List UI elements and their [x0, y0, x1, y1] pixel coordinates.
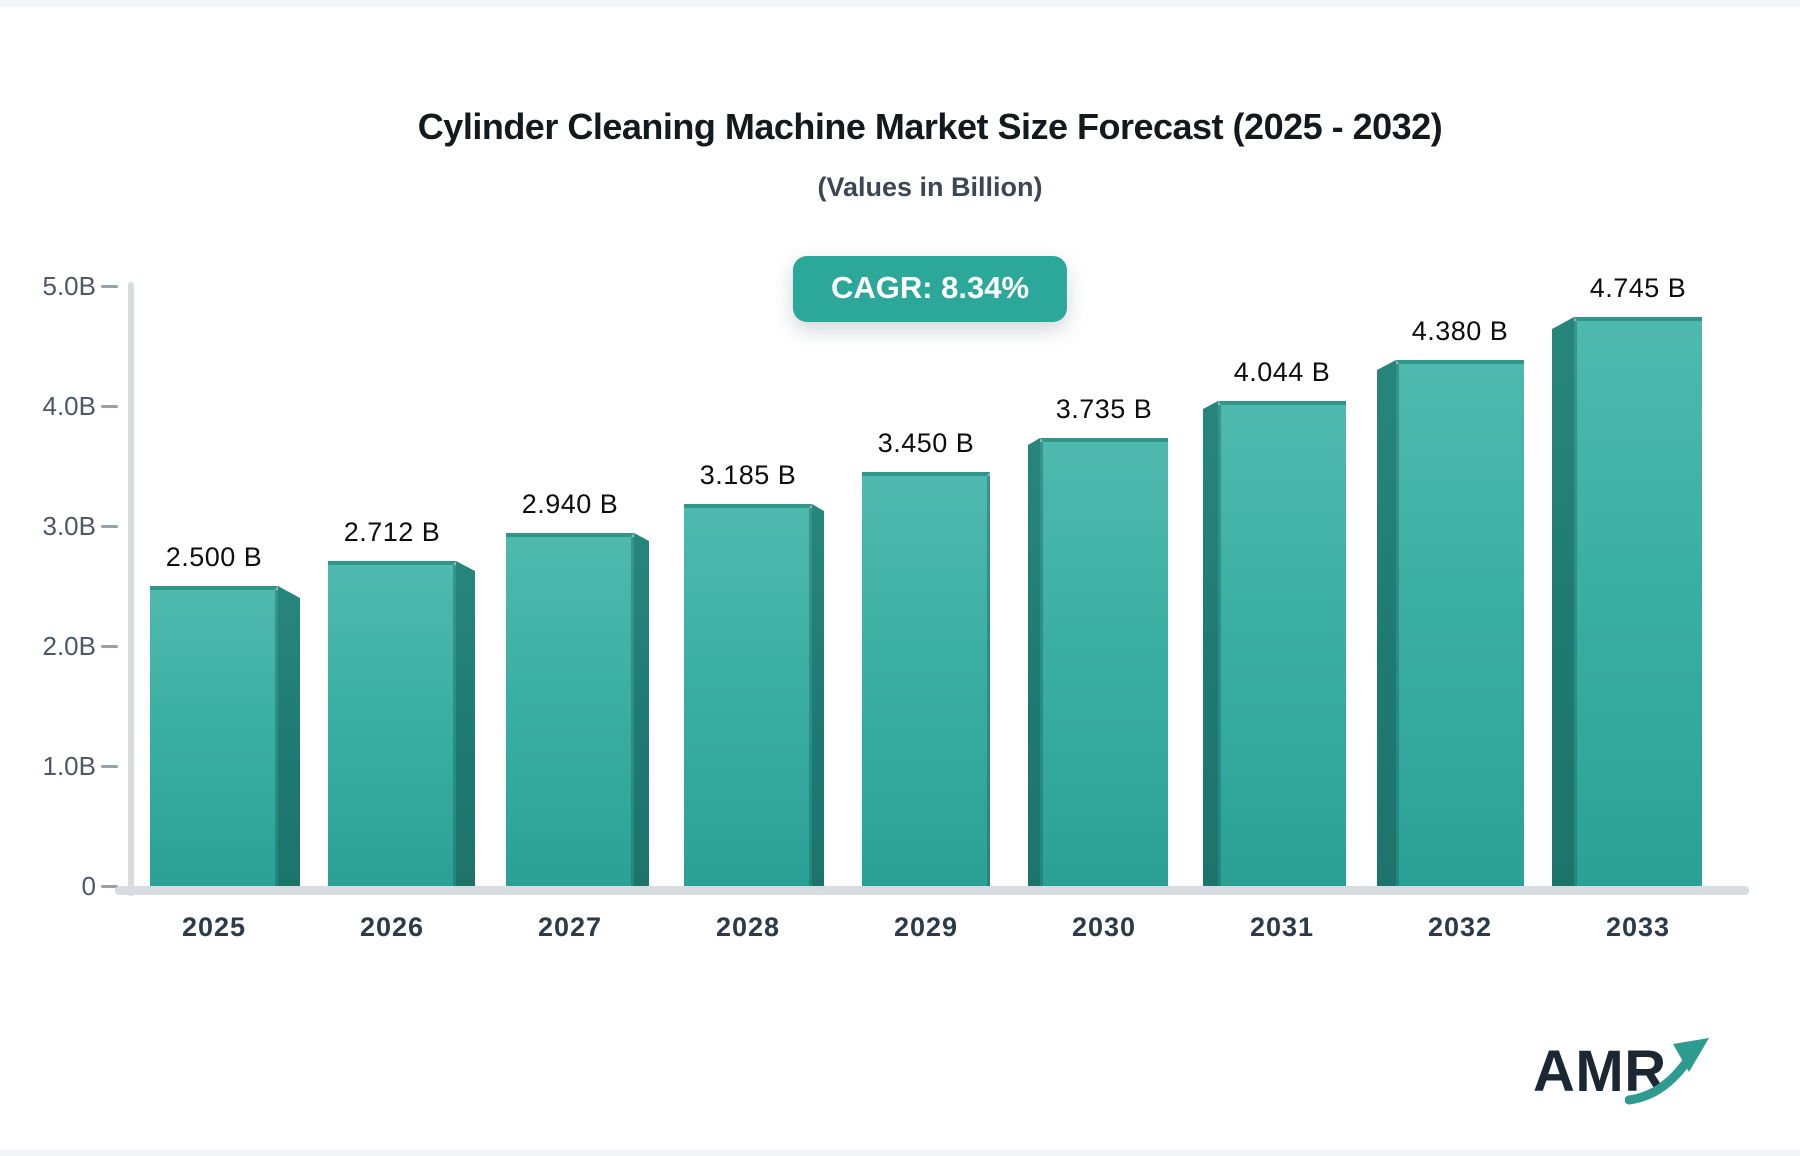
amr-logo: AMR [1533, 1038, 1709, 1105]
bar-side-2026 [456, 561, 475, 886]
chart-subtitle: (Values in Billion) [817, 172, 1043, 202]
bar-side-2025 [278, 586, 300, 886]
bar-value-label-2027: 2.940 B [521, 489, 619, 519]
y-tick-label-5.0B: 5.0B [42, 271, 97, 301]
y-tick-label-3.0B: 3.0B [42, 511, 97, 541]
y-tick-mark [101, 645, 118, 648]
bar-value-label-2026: 2.712 B [343, 517, 441, 547]
x-axis-line [115, 886, 1749, 895]
chart-title: Cylinder Cleaning Machine Market Size Fo… [417, 106, 1443, 147]
y-tick-label-0: 0 [81, 871, 96, 901]
bar-side-2032 [1377, 360, 1396, 886]
x-axis-label-2031: 2031 [1249, 912, 1315, 942]
bar-side-2033 [1552, 317, 1574, 886]
bar-2028 [684, 504, 812, 886]
y-tick-mark [101, 765, 118, 768]
x-axis-label-2028: 2028 [715, 912, 781, 942]
x-axis-label-2032: 2032 [1427, 912, 1493, 942]
bar-value-label-2032: 4.380 B [1411, 316, 1509, 346]
bar-2029 [862, 472, 990, 886]
y-tick-label-4.0B: 4.0B [42, 391, 97, 421]
y-tick-mark [101, 885, 118, 888]
page-bottom-edge [0, 1149, 1800, 1156]
bar-value-label-2033: 4.745 B [1589, 273, 1687, 303]
bar-value-label-2025: 2.500 B [165, 542, 263, 572]
x-axis-label-2030: 2030 [1071, 912, 1137, 942]
x-axis-label-2025: 2025 [181, 912, 247, 942]
bar-2032 [1396, 360, 1524, 886]
bar-2030 [1040, 438, 1168, 886]
bar-side-2028 [812, 504, 824, 886]
y-axis-line [128, 282, 134, 896]
bar-side-2031 [1203, 401, 1218, 886]
x-axis-label-2033: 2033 [1605, 912, 1671, 942]
bar-value-label-2029: 3.450 B [877, 428, 975, 458]
y-tick-mark [101, 525, 118, 528]
bar-2027 [506, 533, 634, 886]
y-tick-mark [101, 405, 118, 408]
x-axis-label-2029: 2029 [893, 912, 959, 942]
growth-arrow-icon [1625, 1038, 1709, 1105]
y-tick-mark [101, 285, 118, 288]
bar-2033 [1574, 317, 1702, 886]
x-axis-label-2026: 2026 [359, 912, 425, 942]
cagr-badge: CAGR: 8.34% [792, 256, 1068, 322]
bar-value-label-2028: 3.185 B [699, 460, 797, 490]
bar-side-2027 [634, 533, 649, 886]
bar-side-2030 [1028, 438, 1040, 886]
bar-2026 [328, 561, 456, 886]
y-tick-label-1.0B: 1.0B [42, 751, 97, 781]
bar-2031 [1218, 401, 1346, 886]
bar-value-label-2031: 4.044 B [1233, 357, 1331, 387]
y-tick-label-2.0B: 2.0B [42, 631, 97, 661]
page-top-edge [0, 0, 1800, 7]
bar-value-label-2030: 3.735 B [1055, 394, 1153, 424]
x-axis-label-2027: 2027 [537, 912, 603, 942]
bar-2025 [150, 586, 278, 886]
